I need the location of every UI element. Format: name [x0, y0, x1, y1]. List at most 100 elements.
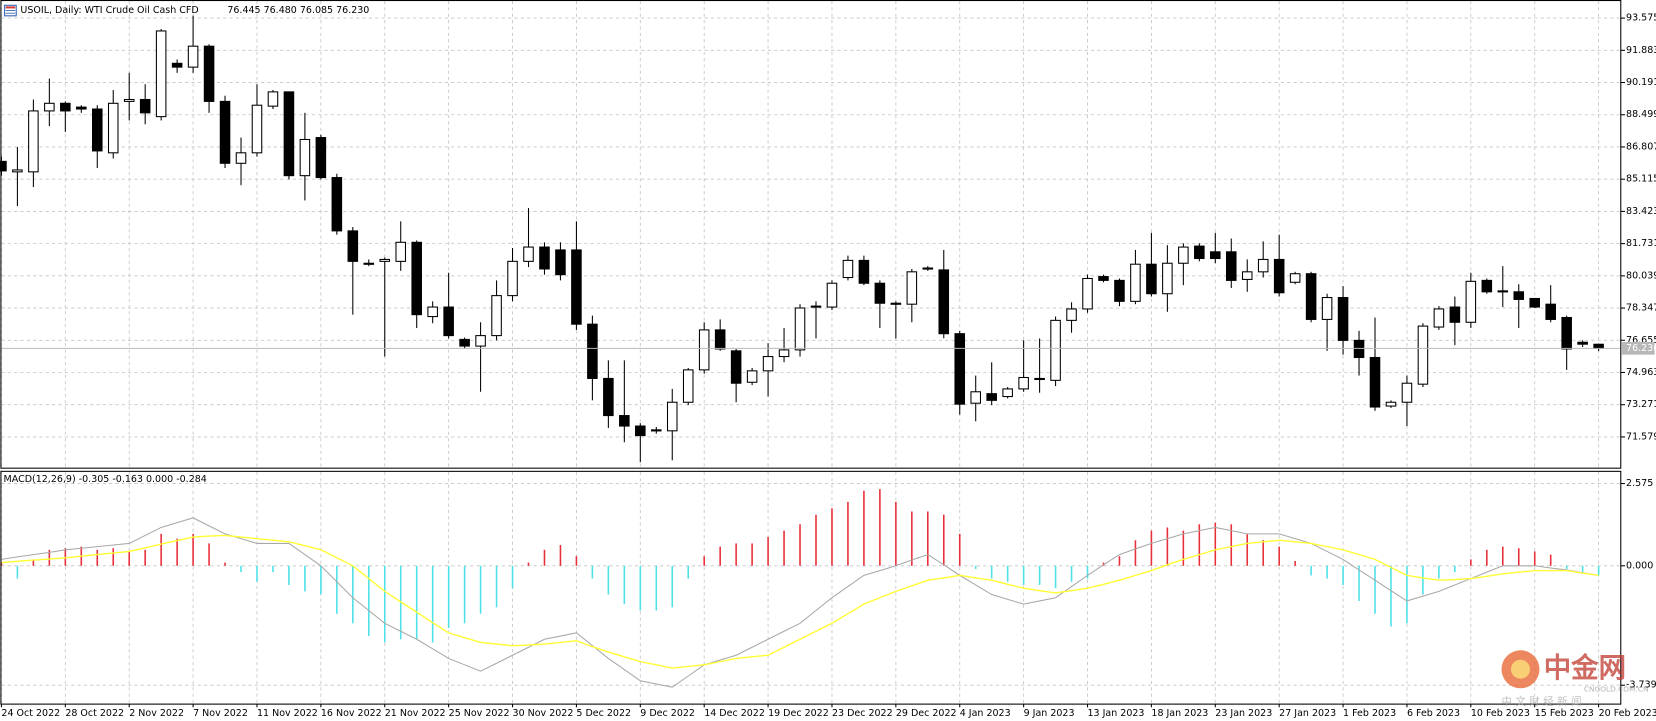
histogram-bar: [1533, 551, 1536, 566]
x-tick-label: 27 Jan 2023: [1279, 708, 1336, 719]
x-tick-label: 13 Jan 2023: [1088, 708, 1145, 719]
candle-body: [1018, 376, 1029, 390]
histogram-bar: [559, 545, 562, 566]
indicator-line: [1, 517, 1599, 688]
histogram-bar: [1581, 565, 1584, 573]
watermark-logo-inner: [1510, 659, 1530, 679]
candle-body: [187, 45, 199, 68]
histogram-bar: [1150, 530, 1153, 566]
histogram-bar: [783, 530, 785, 566]
histogram-bar: [32, 559, 35, 566]
candle-body: [299, 138, 311, 177]
marks: [0, 15, 1621, 688]
y-tick-label: 88.499: [1626, 109, 1656, 120]
candle-body: [155, 30, 167, 118]
x-tick-label: 28 Oct 2022: [65, 708, 124, 719]
candle-body: [1369, 356, 1381, 408]
candle-body: [1465, 280, 1477, 323]
histogram-bar: [1374, 565, 1376, 614]
candle-body: [970, 391, 981, 404]
candle-body: [1577, 341, 1588, 345]
watermark-tagline: 中 文 财 经 新 闻: [1501, 695, 1581, 708]
y-tick-label: 71.579: [1626, 431, 1656, 442]
histogram-bar: [1262, 540, 1264, 566]
candle-body: [906, 271, 918, 305]
candle-body: [1114, 279, 1125, 302]
candle-body: [730, 350, 742, 384]
histogram-bar: [735, 543, 737, 566]
watermark-name: 中金网: [1544, 652, 1626, 684]
x-tick-label: 23 Jan 2023: [1215, 708, 1272, 719]
histogram-bar: [863, 490, 865, 566]
histogram-bar: [1006, 565, 1009, 582]
candle-body: [1321, 296, 1333, 320]
histogram-bar: [240, 565, 242, 573]
candle-body: [954, 333, 966, 405]
histogram-bar: [1390, 565, 1392, 627]
y-tick-label: -3.739: [1626, 680, 1656, 691]
candle-body: [235, 152, 247, 164]
candle-body: [778, 349, 790, 358]
histogram-bar: [911, 511, 913, 566]
histogram-bar: [415, 565, 418, 640]
histogram-bar: [1102, 562, 1105, 566]
histogram-bar: [815, 514, 817, 566]
candle-body: [762, 356, 774, 372]
histogram-bar: [639, 565, 642, 611]
x-tick-label: 7 Nov 2022: [193, 708, 248, 719]
x-tick-label: 5 Dec 2022: [576, 708, 631, 719]
histogram-bar: [367, 565, 370, 637]
candle-body: [139, 98, 151, 114]
histogram-bar: [767, 537, 769, 566]
candle-body: [1050, 319, 1061, 381]
candle-body: [1194, 245, 1205, 260]
histogram-bar: [799, 524, 801, 566]
candle-body: [1273, 258, 1285, 294]
histogram-bar: [511, 565, 514, 589]
candle-body: [1561, 316, 1572, 350]
histogram-bar: [1278, 546, 1280, 566]
histogram-bar: [112, 548, 115, 566]
candle-body: [698, 329, 710, 371]
histogram-bar: [958, 533, 961, 566]
candle-body: [1353, 339, 1365, 359]
histogram-bar: [1438, 565, 1440, 579]
y-tick-label: 2.575: [1626, 478, 1653, 489]
candle-body: [1098, 276, 1109, 281]
histogram-bar: [1422, 565, 1424, 595]
candle-body: [1593, 343, 1604, 349]
histogram-bar: [144, 549, 146, 566]
histogram-bar: [48, 549, 51, 566]
x-tick-label: 14 Dec 2022: [704, 708, 765, 719]
x-tick-label: 24 Oct 2022: [1, 708, 60, 719]
histogram-bar: [751, 543, 753, 566]
candle-body: [1481, 279, 1493, 293]
candle-body: [1545, 303, 1556, 320]
watermark-site: CNGOLD.COM.CN: [1584, 684, 1649, 693]
x-tick-label: 20 Feb 2023: [1599, 708, 1656, 719]
candle-body: [219, 100, 231, 164]
histogram-bar: [1134, 540, 1137, 566]
candle-body: [44, 102, 55, 112]
candle-body: [123, 98, 135, 102]
x-tick-label: 4 Jan 2023: [960, 708, 1011, 719]
candle-body: [682, 369, 694, 403]
histogram-bar: [879, 489, 881, 566]
histogram-bar: [942, 514, 945, 566]
candle-body: [986, 393, 997, 401]
histogram-bar: [1214, 522, 1217, 566]
histogram-bar: [927, 511, 929, 566]
histogram-bar: [1565, 565, 1568, 569]
histogram-bar: [447, 565, 450, 629]
histogram-bar: [1326, 565, 1328, 579]
candle-body: [523, 246, 534, 262]
histogram-bar: [495, 565, 498, 608]
histogram-bar: [1182, 530, 1185, 566]
price-frame: [0, 0, 1622, 469]
histogram-bar: [1070, 565, 1073, 582]
histogram-bar: [543, 549, 546, 566]
histogram-bar: [1022, 565, 1025, 585]
histogram-bar: [1517, 548, 1520, 566]
candle-body: [331, 177, 343, 232]
